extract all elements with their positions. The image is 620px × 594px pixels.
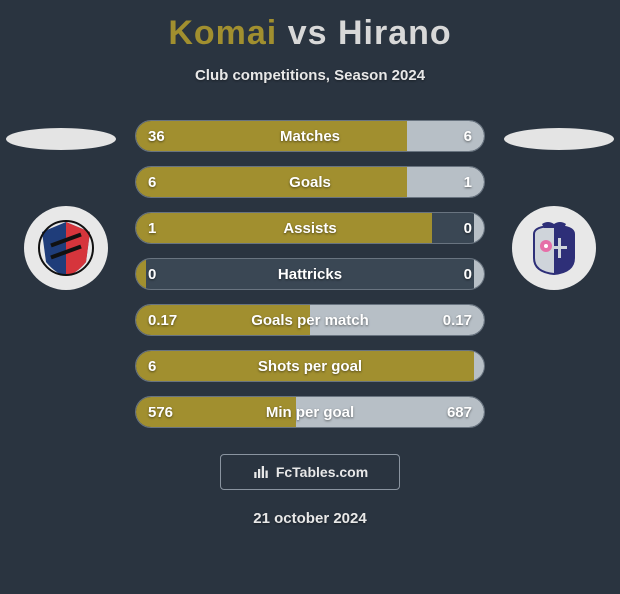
stat-bar: 00Hattricks <box>135 258 485 290</box>
stat-bar: 366Matches <box>135 120 485 152</box>
stat-bar: 6Shots per goal <box>135 350 485 382</box>
comparison-title: Komai vs Hirano <box>0 14 620 53</box>
stat-bar: 10Assists <box>135 212 485 244</box>
bar-label: Hattricks <box>136 259 484 289</box>
crest-left <box>24 206 108 290</box>
brand-pill[interactable]: FcTables.com <box>220 454 400 490</box>
bar-label: Assists <box>136 213 484 243</box>
base-ellipse-right <box>504 128 614 150</box>
bar-label: Goals <box>136 167 484 197</box>
stat-bars: 366Matches 61Goals 10Assists 00Hattricks 0.1… <box>135 120 485 442</box>
bar-label: Matches <box>136 121 484 151</box>
brand-text: FcTables.com <box>276 464 368 480</box>
crest-right <box>512 206 596 290</box>
base-ellipse-left <box>6 128 116 150</box>
vs-text: vs <box>288 14 328 52</box>
bar-label: Shots per goal <box>136 351 484 381</box>
stat-bar: 0.170.17Goals per match <box>135 304 485 336</box>
bar-label: Goals per match <box>136 305 484 335</box>
stat-bar: 576687Min per goal <box>135 396 485 428</box>
crest-right-icon <box>524 218 584 278</box>
stats-stage: 366Matches 61Goals 10Assists 00Hattricks 0.1… <box>0 112 620 432</box>
player1-name: Komai <box>168 14 277 52</box>
bar-label: Min per goal <box>136 397 484 427</box>
player2-name: Hirano <box>338 14 452 52</box>
date-text: 21 october 2024 <box>0 510 620 527</box>
subtitle: Club competitions, Season 2024 <box>0 67 620 84</box>
chart-icon <box>252 463 270 481</box>
stat-bar: 61Goals <box>135 166 485 198</box>
crest-left-icon <box>36 218 96 278</box>
